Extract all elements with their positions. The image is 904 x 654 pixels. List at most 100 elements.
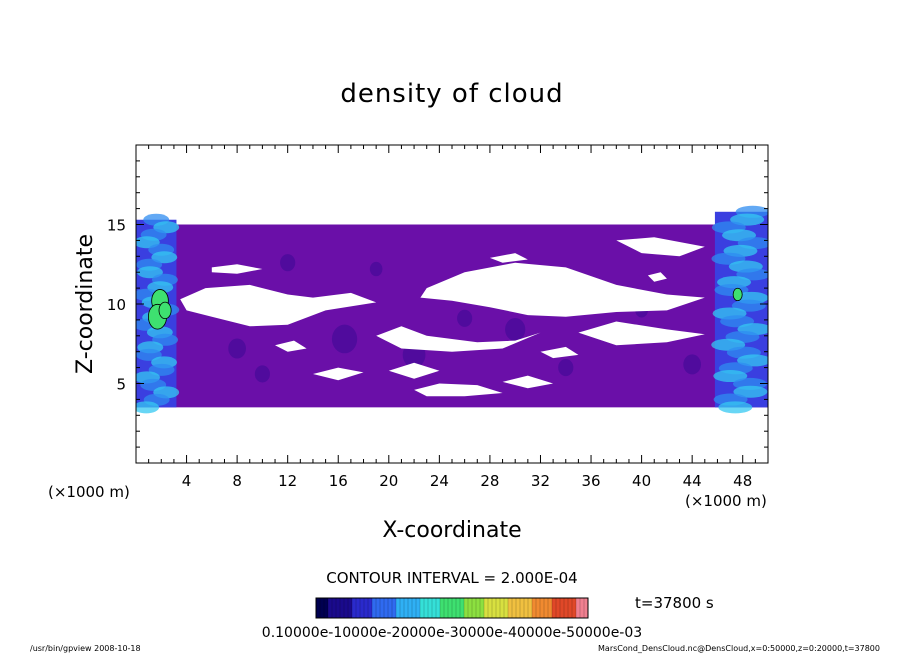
colorbar-cell (420, 598, 425, 618)
edge-plume-cell (733, 385, 768, 398)
colorbar-cell (348, 598, 353, 618)
colorbar-cell (336, 598, 341, 618)
colorbar-cell (504, 598, 509, 618)
colorbar-cell (548, 598, 553, 618)
colorbar-cell (340, 598, 345, 618)
colorbar-cell (532, 598, 537, 618)
colorbar-cell (472, 598, 477, 618)
colorbar-cell (428, 598, 433, 618)
colorbar-cell (484, 598, 489, 618)
x-tick-label: 40 (632, 472, 651, 490)
colorbar-cell (376, 598, 381, 618)
density-spot (331, 324, 358, 354)
density-spot (683, 354, 702, 375)
colorbar-cell (580, 598, 585, 618)
colorbar-labels: 0.10000e-10000e-20000e-30000e-40000e-500… (262, 625, 642, 641)
colorbar-cell (552, 598, 557, 618)
cloud-free-region (376, 326, 541, 352)
x-tick-label: 12 (278, 472, 297, 490)
colorbar-cell (520, 598, 525, 618)
colorbar-cell (316, 598, 321, 618)
colorbar-cell (452, 598, 457, 618)
x-tick-label: 4 (182, 472, 192, 490)
colorbar-cell (448, 598, 453, 618)
colorbar-cell (492, 598, 497, 618)
cloud-free-region (211, 264, 263, 274)
x-tick-label: 8 (232, 472, 242, 490)
x-axis-label: X-coordinate (382, 518, 521, 543)
x-tick-label: 36 (581, 472, 600, 490)
colorbar-cell (408, 598, 413, 618)
x-tick-label: 44 (683, 472, 702, 490)
density-spot (369, 261, 383, 277)
high-density-patch (158, 301, 172, 320)
colorbar-cell (436, 598, 441, 618)
chart-title: density of cloud (340, 79, 563, 109)
cloud-free-region (540, 346, 579, 359)
footer-right: MarsCond_DensCloud.nc@DensCloud,x=0:5000… (598, 644, 880, 653)
plot-area (136, 145, 768, 463)
colorbar-cell (352, 598, 357, 618)
edge-plume-cell (713, 370, 748, 383)
colorbar-cell (400, 598, 405, 618)
x-tick-label: 32 (531, 472, 550, 490)
cloud-free-region (420, 262, 705, 317)
colorbar-cell (460, 598, 465, 618)
x-tick-label: 48 (733, 472, 752, 490)
colorbar-cell (372, 598, 377, 618)
colorbar-cell (412, 598, 417, 618)
colorbar-cell (512, 598, 517, 618)
density-spot (228, 338, 246, 359)
density-spot (505, 317, 526, 341)
colorbar-cell (584, 598, 589, 618)
cloud-free-region (313, 367, 364, 381)
density-spot (457, 309, 473, 327)
colorbar-cell (392, 598, 397, 618)
colorbar-cell (368, 598, 373, 618)
edge-plume-cell (136, 401, 160, 414)
colorbar-cell (360, 598, 365, 618)
x-tick-label: 16 (329, 472, 348, 490)
colorbar-cell (540, 598, 545, 618)
colorbar-cell (356, 598, 361, 618)
colorbar-cell (556, 598, 561, 618)
colorbar-cell (544, 598, 549, 618)
colorbar-cell (364, 598, 369, 618)
cloud-free-region (388, 362, 440, 379)
colorbar-cell (468, 598, 473, 618)
colorbar-cell (440, 598, 445, 618)
cloud-free-region (502, 375, 554, 389)
colorbar-cell (568, 598, 573, 618)
cloud-free-region (275, 340, 307, 352)
high-density-patch (732, 287, 743, 302)
cloud-free-region (180, 284, 377, 327)
colorbar-cell (524, 598, 529, 618)
colorbar-cell (464, 598, 469, 618)
colorbar-cell (488, 598, 493, 618)
x-unit-label-right: (×1000 m) (685, 492, 767, 510)
y-tick-label: 15 (107, 217, 126, 235)
colorbar-cell (396, 598, 401, 618)
colorbar-cell (536, 598, 541, 618)
colorbar-cell (480, 598, 485, 618)
axis-ticks (136, 145, 768, 463)
edge-plume-cell (718, 401, 753, 414)
footer-left: /usr/bin/gpview 2008-10-18 (30, 644, 141, 653)
colorbar-cell (404, 598, 409, 618)
edge-plume-cell (731, 299, 766, 312)
colorbar-cell (476, 598, 481, 618)
x-tick-label: 20 (379, 472, 398, 490)
colorbar-cell (424, 598, 429, 618)
colorbar-cell (332, 598, 337, 618)
colorbar-cell (456, 598, 461, 618)
cloud-free-region (616, 237, 705, 257)
cloud-free-region (414, 383, 503, 397)
y-axis-label: Z-coordinate (73, 234, 98, 374)
y-tick-label: 10 (107, 296, 126, 314)
colorbar-cell (416, 598, 421, 618)
colorbar-cell (388, 598, 393, 618)
colorbar-cell (564, 598, 569, 618)
colorbar-cell (344, 598, 349, 618)
